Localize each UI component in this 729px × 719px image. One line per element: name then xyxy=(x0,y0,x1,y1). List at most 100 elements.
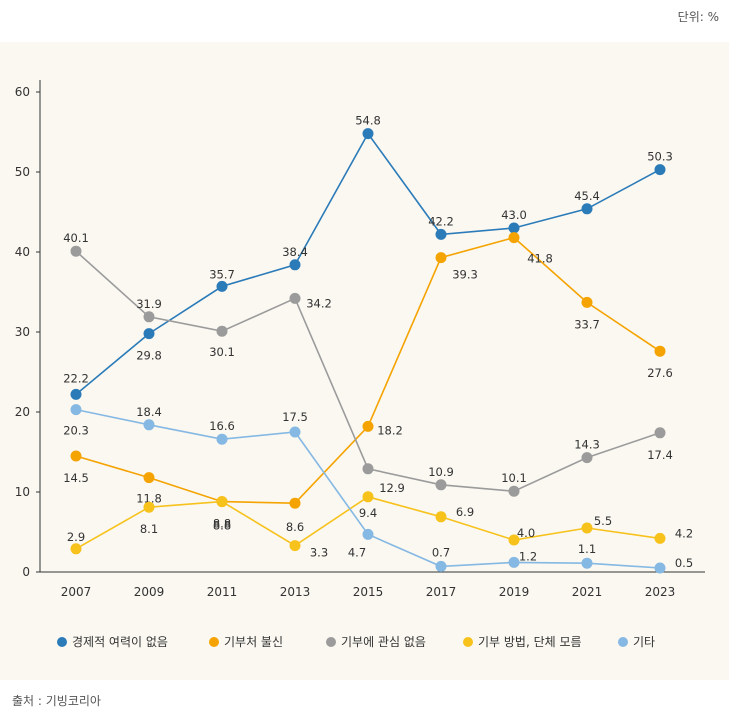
y-tick-label: 0 xyxy=(22,565,30,579)
data-label: 42.2 xyxy=(428,214,454,228)
data-label: 10.9 xyxy=(428,465,454,479)
data-label: 2.9 xyxy=(67,530,85,544)
series-line xyxy=(75,495,661,550)
legend-label: 기부처 불신 xyxy=(224,635,283,649)
legend-marker xyxy=(209,637,219,647)
data-label: 8.6 xyxy=(286,520,304,534)
x-tick-label: 2017 xyxy=(426,585,457,599)
data-point xyxy=(143,419,155,431)
series-line xyxy=(75,408,661,569)
legend-marker xyxy=(618,637,628,647)
data-point xyxy=(289,497,301,509)
data-point xyxy=(143,501,155,513)
data-point xyxy=(508,222,520,234)
unit-label: 단위: % xyxy=(677,10,719,24)
data-point xyxy=(362,491,374,503)
data-point xyxy=(581,203,593,215)
data-label: 3.3 xyxy=(310,546,328,560)
source-label: 출처 : 기빙코리아 xyxy=(12,694,101,708)
data-label: 18.2 xyxy=(377,423,403,437)
data-label: 4.2 xyxy=(675,526,693,540)
data-label: 4.7 xyxy=(348,545,366,559)
data-point xyxy=(362,128,374,140)
data-point xyxy=(508,534,520,546)
y-tick-label: 50 xyxy=(15,165,30,179)
legend-label: 기부에 관심 없음 xyxy=(341,635,426,649)
data-point xyxy=(70,450,82,462)
data-point xyxy=(143,472,155,484)
data-label: 17.4 xyxy=(647,448,673,462)
y-tick-label: 40 xyxy=(15,245,30,259)
data-point xyxy=(216,280,228,292)
data-label: 43.0 xyxy=(501,208,527,222)
data-label: 31.9 xyxy=(136,297,162,311)
y-tick-label: 20 xyxy=(15,405,30,419)
x-tick-label: 2013 xyxy=(280,585,311,599)
data-label: 8.8 xyxy=(213,517,231,531)
data-label: 39.3 xyxy=(452,268,478,282)
data-point xyxy=(654,532,666,544)
data-label: 27.6 xyxy=(647,366,673,380)
data-label: 18.4 xyxy=(136,405,162,419)
x-tick-label: 2023 xyxy=(645,585,676,599)
legend-label: 경제적 여력이 없음 xyxy=(72,635,168,649)
data-point xyxy=(289,540,301,552)
data-label: 40.1 xyxy=(63,231,89,245)
legend-marker xyxy=(326,637,336,647)
data-point xyxy=(654,562,666,574)
legend-marker xyxy=(57,637,67,647)
x-tick-label: 2007 xyxy=(61,585,92,599)
data-point xyxy=(70,404,82,416)
data-point xyxy=(289,292,301,304)
data-point xyxy=(581,296,593,308)
data-point xyxy=(70,543,82,555)
y-tick-label: 60 xyxy=(15,85,30,99)
data-label: 0.7 xyxy=(432,545,450,559)
data-label: 20.3 xyxy=(63,424,89,438)
data-point xyxy=(362,463,374,475)
data-point xyxy=(508,556,520,568)
data-label: 17.5 xyxy=(282,410,308,424)
data-label: 6.9 xyxy=(456,505,474,519)
y-tick-label: 10 xyxy=(15,485,30,499)
data-point xyxy=(216,496,228,508)
x-tick-label: 2011 xyxy=(207,585,238,599)
legend-marker xyxy=(463,637,473,647)
data-point xyxy=(289,426,301,438)
x-tick-label: 2019 xyxy=(499,585,530,599)
data-point xyxy=(143,311,155,323)
data-label: 34.2 xyxy=(306,296,332,310)
data-label: 29.8 xyxy=(136,349,162,363)
data-label: 16.6 xyxy=(209,419,235,433)
data-label: 38.4 xyxy=(282,245,308,259)
data-label: 12.9 xyxy=(379,481,405,495)
data-label: 14.3 xyxy=(574,438,600,452)
data-label: 50.3 xyxy=(647,150,673,164)
data-point xyxy=(362,420,374,432)
data-point xyxy=(581,557,593,569)
data-point xyxy=(581,452,593,464)
chart-panel xyxy=(0,42,729,680)
legend-label: 기타 xyxy=(633,635,655,649)
legend-label: 기부 방법, 단체 모름 xyxy=(478,635,582,649)
data-label: 41.8 xyxy=(527,252,553,266)
data-label: 1.1 xyxy=(578,542,596,556)
data-point xyxy=(362,528,374,540)
data-label: 9.4 xyxy=(359,506,377,520)
data-label: 11.8 xyxy=(136,492,162,506)
data-label: 1.2 xyxy=(519,549,537,563)
data-label: 0.5 xyxy=(675,556,693,570)
data-label: 4.0 xyxy=(517,526,535,540)
y-tick-label: 30 xyxy=(15,325,30,339)
data-label: 45.4 xyxy=(574,189,600,203)
series-line xyxy=(75,132,661,396)
data-point xyxy=(435,228,447,240)
data-label: 54.8 xyxy=(355,114,381,128)
data-point xyxy=(216,325,228,337)
data-point xyxy=(289,259,301,271)
data-point xyxy=(508,485,520,497)
data-point xyxy=(654,427,666,439)
data-point xyxy=(435,511,447,523)
x-tick-label: 2015 xyxy=(353,585,384,599)
